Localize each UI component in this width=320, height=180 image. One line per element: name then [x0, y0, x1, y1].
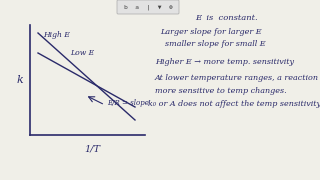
Text: Larger slope for larger E: Larger slope for larger E [160, 28, 262, 36]
Text: b  a  |  ▼  ⊗: b a | ▼ ⊗ [124, 4, 172, 10]
Text: k₀ or A does not affect the temp sensitivity.: k₀ or A does not affect the temp sensiti… [148, 100, 320, 108]
Text: E/R = slope: E/R = slope [107, 99, 149, 107]
Text: High E: High E [43, 31, 70, 39]
Text: Low E: Low E [70, 49, 94, 57]
Text: At lower temperature ranges, a reaction is: At lower temperature ranges, a reaction … [155, 74, 320, 82]
Text: E  is  constant.: E is constant. [195, 14, 258, 22]
Text: k: k [17, 75, 23, 85]
Text: smaller slope for small E: smaller slope for small E [160, 40, 266, 48]
FancyBboxPatch shape [117, 0, 179, 14]
Text: Higher E → more temp. sensitivity: Higher E → more temp. sensitivity [155, 58, 294, 66]
Text: 1/T: 1/T [84, 145, 100, 154]
Text: more sensitive to temp changes.: more sensitive to temp changes. [155, 87, 287, 95]
